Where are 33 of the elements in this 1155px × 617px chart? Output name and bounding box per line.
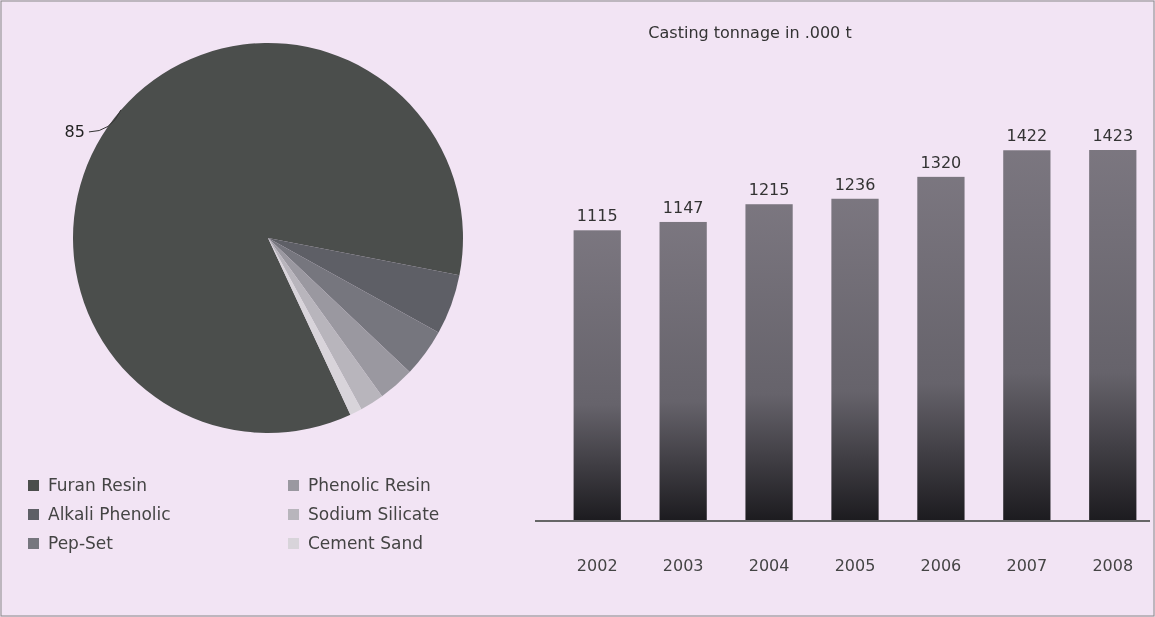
- bar: [831, 198, 879, 521]
- legend-label: Pep-Set: [48, 533, 114, 553]
- bar: [659, 221, 707, 521]
- x-tick-label: 2008: [1092, 556, 1134, 575]
- x-tick-label: 2007: [1006, 556, 1048, 575]
- data-label: 1236: [834, 174, 876, 194]
- chart-title: Casting tonnage in .000 t: [648, 23, 852, 42]
- x-tick-label: 2004: [748, 556, 790, 575]
- data-label: 85: [64, 121, 85, 141]
- legend-label: Sodium Silicate: [308, 504, 440, 524]
- bar: [745, 204, 793, 521]
- pie-slice: [268, 238, 460, 333]
- pie-slice: [268, 238, 410, 397]
- data-label: 1215: [748, 180, 790, 200]
- bar: [1089, 150, 1137, 521]
- x-tick-label: 2003: [662, 556, 704, 575]
- x-tick-label: 2006: [920, 556, 962, 575]
- legend-label: Furan Resin: [48, 475, 148, 495]
- pie-slice: [268, 238, 383, 410]
- bar: [573, 230, 621, 521]
- data-label: 1423: [1092, 126, 1134, 145]
- x-tick-label: 2005: [834, 556, 876, 575]
- legend-label: Alkali Phenolic: [48, 504, 171, 524]
- data-label: 1422: [1006, 126, 1048, 146]
- bar: [1003, 150, 1051, 521]
- data-label: 1115: [576, 206, 618, 226]
- pie-slice: [268, 238, 439, 372]
- data-label: 1147: [662, 197, 704, 217]
- bar: [917, 176, 965, 521]
- data-label: 1320: [920, 152, 962, 172]
- legend-label: Phenolic Resin: [308, 475, 431, 495]
- x-tick-label: 2002: [576, 556, 618, 575]
- legend-label: Cement Sand: [308, 533, 423, 553]
